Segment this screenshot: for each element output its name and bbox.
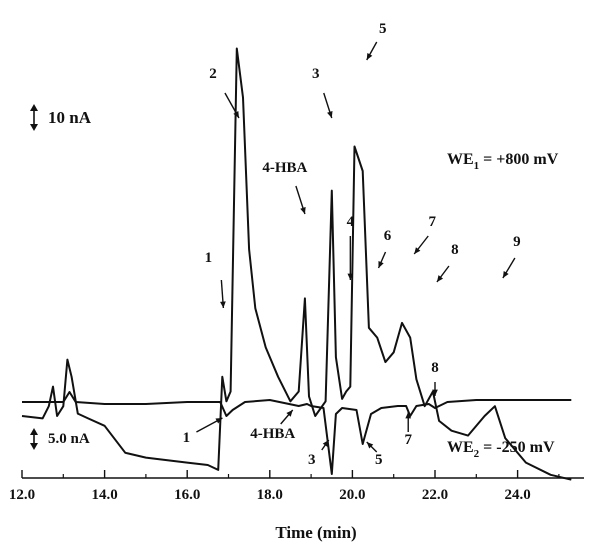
peak-arrow-head	[366, 442, 374, 449]
peak-label: 7	[428, 214, 436, 230]
x-tick-label: 24.0	[504, 487, 530, 503]
peak-arrow-head	[300, 207, 306, 214]
scale-label-bottom: 5.0 nA	[48, 431, 90, 447]
channel-label-2: WE2 = -250 mV	[447, 439, 555, 460]
peak-label: 3	[312, 66, 320, 82]
peak-label: 8	[451, 242, 459, 258]
x-axis-title: Time (min)	[275, 523, 356, 542]
peak-arrow-head	[322, 440, 329, 447]
peak-arrow-head	[286, 410, 293, 417]
channel-label-1: WE1 = +800 mV	[447, 151, 559, 172]
x-tick-label: 20.0	[339, 487, 365, 503]
peak-arrow-head	[414, 247, 421, 254]
scale-bar-top-arrow-up	[30, 104, 38, 111]
scale-bar-bottom-arrow-up	[30, 428, 38, 435]
series-trace-1	[21, 47, 572, 481]
peak-label: 4-HBA	[262, 160, 307, 176]
series-trace-2	[22, 391, 572, 475]
x-tick-label: 16.0	[174, 487, 200, 503]
peak-label: 5	[375, 452, 383, 468]
x-tick-label: 12.0	[9, 487, 35, 503]
channel-subscript: 2	[474, 448, 480, 460]
peak-arrow-head	[405, 412, 412, 419]
series-layer	[21, 47, 572, 481]
peak-label: 1	[183, 430, 191, 446]
x-tick-label: 14.0	[91, 487, 117, 503]
channel-potential: = -250 mV	[479, 439, 555, 456]
peak-label: 4-HBA	[250, 426, 295, 442]
scale-bar-top-arrow-down	[30, 124, 38, 131]
channel-potential: = +800 mV	[479, 151, 559, 168]
peak-label: 1	[205, 250, 213, 266]
scale-bar-layer: 10 nA 5.0 nA	[30, 104, 92, 450]
peak-label: 2	[209, 66, 217, 82]
peak-arrow-head	[436, 275, 444, 282]
peak-label: 5	[379, 21, 387, 37]
channel-name: WE	[447, 151, 474, 168]
x-axis: 12.0 14.0 16.0 18.0 20.0 22.0 24.0	[9, 470, 584, 503]
peak-arrow-head	[220, 301, 226, 308]
peak-label: 4	[347, 214, 355, 230]
x-tick-label: 18.0	[257, 487, 283, 503]
x-tick-label: 22.0	[422, 487, 448, 503]
peak-label: 6	[384, 228, 392, 244]
peak-label: 7	[404, 432, 412, 448]
peak-arrow-head	[502, 271, 509, 278]
peak-label: 8	[431, 360, 439, 376]
peak-arrow-head	[366, 53, 373, 60]
peak-arrow-head	[215, 418, 223, 424]
scale-label-top: 10 nA	[48, 108, 92, 127]
channel-name: WE	[447, 439, 474, 456]
peak-arrow-head	[327, 111, 333, 118]
peak-label: 9	[513, 234, 521, 250]
peak-arrow-head	[378, 261, 384, 268]
peak-label: 3	[308, 452, 316, 468]
peak-arrow-head	[347, 273, 354, 280]
peak-arrow-head	[233, 111, 239, 118]
channel-subscript: 1	[474, 160, 480, 172]
peak-arrow-head	[432, 389, 438, 396]
scale-bar-bottom-arrow-down	[30, 443, 38, 450]
